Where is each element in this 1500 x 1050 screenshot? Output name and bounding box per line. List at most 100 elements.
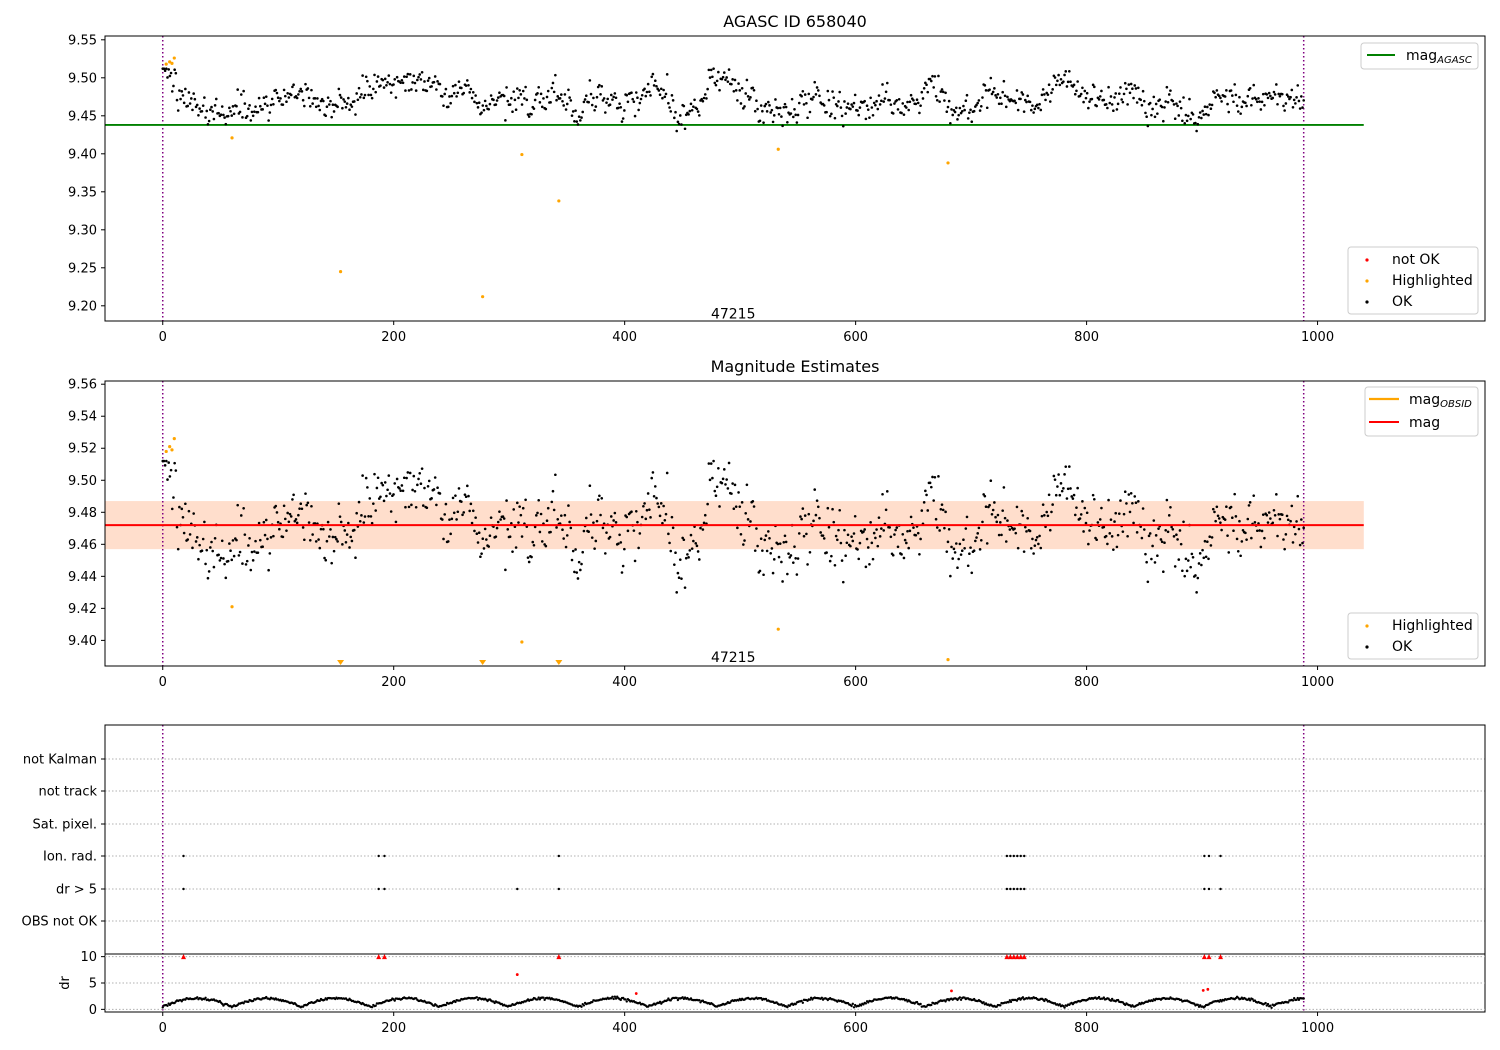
- obsid-annotation: 47215: [711, 650, 756, 666]
- ok-point: [677, 576, 681, 580]
- ok-point: [195, 536, 199, 539]
- ok-point: [908, 100, 912, 104]
- ok-point: [515, 501, 519, 505]
- ok-point: [711, 75, 714, 79]
- ok-point: [714, 83, 718, 87]
- ok-point: [1058, 493, 1062, 497]
- ok-point: [207, 119, 211, 123]
- ok-point: [915, 98, 919, 102]
- ok-point: [744, 511, 748, 515]
- ok-point: [476, 541, 480, 544]
- ok-point: [1123, 81, 1127, 85]
- flag-row-label: not track: [38, 785, 97, 800]
- ok-point: [618, 102, 621, 105]
- ok-point: [1117, 512, 1121, 515]
- ok-point: [1267, 91, 1271, 95]
- ok-point: [1167, 93, 1171, 96]
- ok-point: [1075, 506, 1078, 509]
- highlighted-point: [230, 136, 234, 140]
- ok-point: [332, 549, 336, 553]
- ok-point: [862, 530, 865, 533]
- ok-point: [560, 514, 563, 517]
- ok-point: [527, 560, 531, 564]
- dr-point: [800, 999, 803, 1003]
- ok-point: [544, 544, 548, 548]
- ok-point: [1171, 99, 1175, 103]
- ok-point: [239, 514, 243, 517]
- ok-point: [662, 88, 665, 92]
- ok-point: [922, 86, 926, 90]
- ok-point: [1059, 482, 1063, 485]
- dr-point: [1063, 1006, 1066, 1009]
- ok-point: [1013, 527, 1016, 530]
- ok-point: [204, 562, 207, 566]
- ok-point: [1265, 513, 1269, 517]
- ok-point: [1048, 100, 1052, 103]
- ok-point: [1246, 517, 1250, 521]
- ok-point: [407, 505, 411, 509]
- ok-point: [1047, 493, 1051, 497]
- ok-point: [751, 86, 755, 90]
- ok-point: [583, 98, 587, 101]
- dr-point: [1058, 1003, 1061, 1006]
- ok-point: [901, 102, 905, 105]
- ok-point: [313, 97, 317, 100]
- ok-point: [761, 109, 764, 113]
- ok-point: [771, 571, 775, 575]
- ok-point: [1057, 473, 1060, 476]
- ok-point: [533, 525, 537, 529]
- ok-point: [1260, 529, 1264, 533]
- ok-point: [633, 114, 637, 118]
- ok-point: [510, 96, 513, 100]
- ok-point: [1302, 526, 1305, 530]
- ok-point: [876, 107, 880, 111]
- ok-point: [949, 574, 952, 578]
- ok-point: [305, 503, 308, 507]
- ok-point: [413, 489, 417, 493]
- ok-point: [1040, 93, 1044, 97]
- ok-point: [1255, 100, 1259, 104]
- ok-point: [1241, 528, 1245, 532]
- ok-point: [1292, 525, 1296, 529]
- ok-point: [1277, 513, 1281, 516]
- ok-point: [448, 95, 451, 98]
- ok-point: [1232, 529, 1235, 533]
- x-tick-label: 0: [159, 1021, 167, 1036]
- ok-point: [1116, 102, 1120, 106]
- ok-point: [209, 546, 212, 549]
- ok-point: [870, 541, 874, 545]
- ok-point: [1295, 520, 1298, 523]
- ok-point: [542, 97, 545, 100]
- ok-point: [1144, 552, 1147, 556]
- ok-point: [990, 92, 994, 96]
- ok-point: [475, 532, 479, 536]
- ok-point: [608, 103, 612, 107]
- ok-point: [1137, 500, 1140, 503]
- ok-point: [1226, 534, 1229, 537]
- ok-point: [1173, 117, 1177, 120]
- ok-point: [1029, 546, 1033, 550]
- ok-point: [1171, 527, 1175, 531]
- ok-point: [815, 86, 819, 89]
- ok-point: [1121, 100, 1125, 104]
- ok-point: [411, 488, 414, 492]
- ok-point: [332, 110, 336, 113]
- ok-point: [825, 110, 828, 114]
- ok-point: [1189, 117, 1192, 121]
- ok-point: [203, 96, 206, 99]
- ok-point: [1207, 557, 1210, 561]
- ok-point: [176, 109, 180, 112]
- ok-point: [576, 123, 580, 126]
- dr-clipped-marker: [1018, 954, 1024, 960]
- dr-point: [1251, 997, 1254, 1001]
- obsid-annotation: 47215: [711, 306, 756, 322]
- ok-point: [626, 529, 630, 533]
- panel-agasc-magnitude: AGASC ID 658040 0 200 400 600 800 1000 9.209.…: [68, 12, 1486, 345]
- ok-point: [452, 91, 456, 95]
- ok-point: [512, 508, 516, 511]
- ok-point: [362, 521, 366, 524]
- ok-point: [868, 563, 871, 566]
- ok-point: [1142, 99, 1146, 103]
- dr-point: [658, 1000, 662, 1004]
